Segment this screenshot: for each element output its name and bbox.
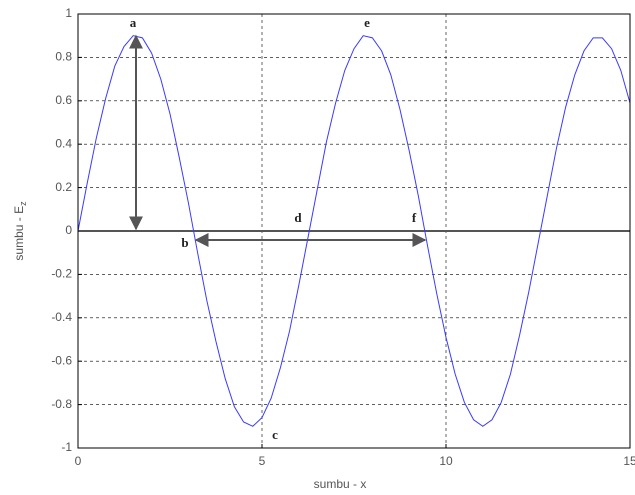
y-tick-label: -0.8: [51, 397, 72, 411]
y-tick-label: -0.2: [51, 267, 72, 281]
point-annotation: c: [272, 427, 278, 442]
x-tick-label: 0: [75, 454, 82, 468]
x-axis-label: sumbu - x: [314, 477, 367, 491]
point-annotation: d: [294, 210, 302, 225]
point-annotation: b: [181, 235, 188, 250]
point-annotation: f: [412, 210, 417, 225]
y-tick-label: 0.6: [55, 93, 72, 107]
y-tick-label: 1: [65, 6, 72, 20]
y-tick-label: -0.4: [51, 310, 72, 324]
x-tick-label: 15: [623, 454, 635, 468]
x-tick-label: 5: [259, 454, 266, 468]
point-annotation: a: [130, 15, 137, 30]
y-tick-label: 0.8: [55, 50, 72, 64]
chart: sumbu - x sumbu - Ez -1 -0.8 -0.6 -0.4 -0.2 0…: [0, 0, 635, 495]
point-annotation: e: [364, 15, 370, 30]
y-axis-label: sumbu - Ez: [12, 201, 28, 261]
y-axis-label-subscript: z: [18, 201, 28, 206]
x-tick-label: 10: [439, 454, 453, 468]
y-tick-label: 0: [65, 223, 72, 237]
y-tick-label: -1: [61, 440, 72, 454]
y-tick-label: -0.6: [51, 353, 72, 367]
y-axis-label-text: sumbu - E: [12, 206, 26, 261]
y-tick-label: 0.4: [55, 136, 72, 150]
y-tick-label: 0.2: [55, 180, 72, 194]
